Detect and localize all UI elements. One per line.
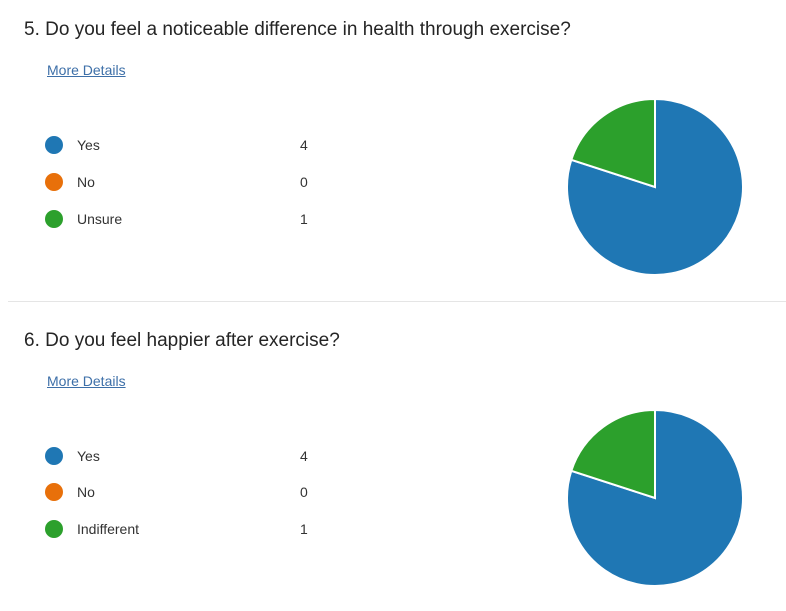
legend-item-unsure: Unsure 1	[0, 207, 400, 231]
question-title: 6. Do you feel happier after exercise?	[24, 330, 340, 351]
more-details-link[interactable]: More Details	[47, 62, 126, 78]
pie-slice-unsure	[570, 97, 656, 189]
question-6: 6. Do you feel happier after exercise? M…	[0, 311, 786, 611]
legend-swatch	[45, 173, 63, 191]
legend-count: 1	[300, 521, 308, 537]
pie-slice-indifferent	[570, 408, 656, 500]
legend-swatch	[45, 447, 63, 465]
legend-swatch	[45, 520, 63, 538]
legend-item-yes: Yes 4	[0, 133, 400, 157]
legend-label: No	[77, 484, 95, 500]
legend-count: 0	[300, 174, 308, 190]
legend-swatch	[45, 136, 63, 154]
legend-swatch	[45, 210, 63, 228]
pie-chart	[566, 97, 744, 276]
legend-count: 4	[300, 137, 308, 153]
legend-count: 0	[300, 484, 308, 500]
legend-item-yes: Yes 4	[0, 444, 400, 468]
legend-label: No	[77, 174, 95, 190]
section-divider	[8, 301, 786, 302]
legend-swatch	[45, 483, 63, 501]
more-details-link[interactable]: More Details	[47, 373, 126, 389]
legend-item-indifferent: Indifferent 1	[0, 517, 400, 541]
question-title: 5. Do you feel a noticeable difference i…	[24, 19, 571, 40]
legend-count: 4	[300, 448, 308, 464]
legend-item-no: No 0	[0, 480, 400, 504]
pie-chart	[566, 408, 744, 587]
legend-item-no: No 0	[0, 170, 400, 194]
legend-label: Yes	[77, 137, 100, 153]
legend-label: Yes	[77, 448, 100, 464]
legend-count: 1	[300, 211, 308, 227]
legend-label: Unsure	[77, 211, 123, 227]
legend-label: Indifferent	[77, 521, 140, 537]
question-5: 5. Do you feel a noticeable difference i…	[0, 0, 786, 300]
